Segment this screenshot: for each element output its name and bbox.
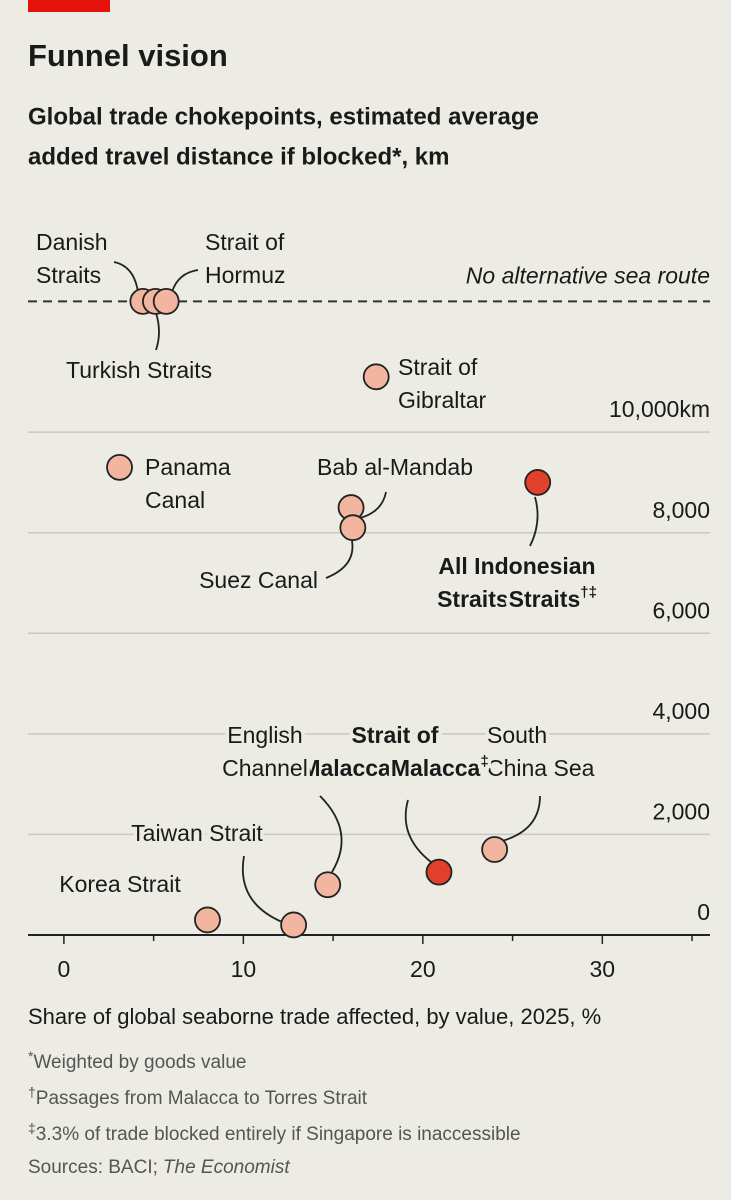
point-label: Taiwan Strait: [131, 820, 263, 846]
point-label-text: Straits: [509, 586, 581, 612]
point: [194, 906, 221, 934]
leader-line: [113, 261, 139, 293]
footnote-mark: †‡: [580, 584, 597, 601]
leader-line: [529, 496, 539, 547]
sources: Sources: BACI; The Economist: [28, 1157, 290, 1178]
footnote-text: Weighted by goods value: [33, 1052, 246, 1073]
leader-line: [325, 540, 354, 579]
footnote: ‡3.3% of trade blocked entirely if Singa…: [28, 1120, 521, 1145]
y-tick-label: 8,000: [652, 497, 710, 523]
point-label: All Indonesian: [438, 553, 595, 579]
y-tick-label: 4,000: [652, 698, 710, 724]
y-tick-label: 2,000: [652, 799, 710, 825]
point-label: Turkish Straits: [66, 357, 212, 383]
point-label: English: [227, 722, 302, 748]
point-label: Straits: [36, 262, 101, 288]
chart-subtitle: added travel distance if blocked*, km: [28, 143, 449, 170]
point-label: Bab al-Mandab: [317, 454, 473, 480]
footnote-text: Passages from Malacca to Torres Strait: [36, 1088, 368, 1109]
point-label: StraitsStraits†‡: [437, 584, 597, 612]
point: [425, 858, 453, 886]
point-label: Gibraltar: [398, 387, 487, 413]
leaders: [113, 261, 541, 923]
footnote-mark: †: [28, 1084, 36, 1100]
point: [339, 514, 367, 542]
labels: Danish Straits Turkish Straits Strait of Hor…: [33, 226, 601, 901]
chart-subtitle: Global trade chokepoints, estimated aver…: [28, 103, 539, 130]
point: [152, 287, 180, 315]
footnote-mark: ‡: [28, 1120, 36, 1136]
point-label: Korea Strait: [59, 871, 181, 897]
leader-line: [242, 855, 283, 923]
point: [280, 911, 308, 939]
y-tick-label: 6,000: [652, 597, 710, 623]
point: [481, 836, 509, 863]
leader-line: [359, 491, 387, 519]
point-label: MalaccaMalacca‡: [301, 753, 488, 781]
point: [314, 871, 342, 899]
footnote: *Weighted by goods value: [28, 1048, 246, 1073]
point-label: Strait of: [352, 722, 439, 748]
point-label: Canal: [145, 487, 205, 513]
point-label: Strait of: [205, 229, 285, 255]
point-label: South: [487, 722, 547, 748]
sources-text: Sources: BACI;: [28, 1157, 158, 1178]
point-label: China Sea: [487, 755, 595, 781]
point-label: Suez Canal: [199, 567, 318, 593]
x-axis-label: Share of global seaborne trade affected,…: [28, 1004, 601, 1029]
chart-title: Funnel vision: [28, 38, 228, 73]
y-tick-label: 0: [697, 899, 710, 925]
footnote-mark: *: [28, 1048, 34, 1064]
x-tick-label: 10: [231, 956, 257, 982]
x-tick-label: 0: [57, 956, 70, 982]
publication: The Economist: [163, 1157, 290, 1178]
point-label: Channel: [222, 755, 308, 781]
point-label-text: Malacca: [391, 755, 481, 781]
point-label: Panama: [145, 454, 231, 480]
x-tick-label: 30: [590, 956, 616, 982]
point-label: Hormuz: [205, 262, 286, 288]
points: [106, 287, 552, 939]
leader-line: [501, 795, 541, 842]
leader-line: [319, 795, 343, 873]
y-tick-label: 10,000km: [609, 396, 710, 422]
leader-line: [155, 312, 160, 351]
footnote-mark: ‡: [480, 753, 488, 770]
point-label: Danish: [36, 229, 108, 255]
point: [524, 469, 552, 496]
leader-line: [404, 799, 432, 863]
x-tick-label: 20: [410, 956, 436, 982]
footnote-text: 3.3% of trade blocked entirely if Singap…: [36, 1124, 521, 1145]
reference-label: No alternative sea route: [466, 262, 710, 288]
brand-tag: [28, 0, 110, 12]
point-label: Strait of: [398, 354, 478, 380]
point: [362, 363, 390, 391]
leader-line: [171, 269, 199, 293]
point: [106, 453, 133, 481]
footnote: †Passages from Malacca to Torres Strait: [28, 1084, 368, 1109]
